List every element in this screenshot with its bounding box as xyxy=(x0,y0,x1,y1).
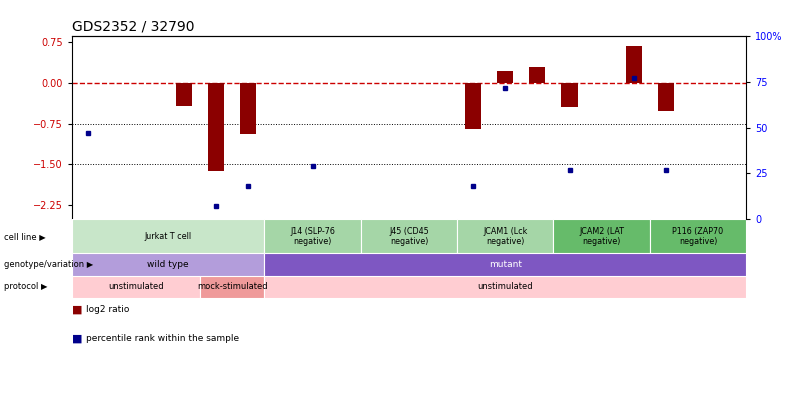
Bar xyxy=(457,219,554,254)
Bar xyxy=(361,219,457,254)
Text: ■: ■ xyxy=(72,305,82,315)
Bar xyxy=(72,219,264,254)
Text: unstimulated: unstimulated xyxy=(477,282,533,291)
Bar xyxy=(208,83,224,171)
Bar xyxy=(554,219,650,254)
Bar xyxy=(72,254,264,275)
Text: protocol ▶: protocol ▶ xyxy=(4,282,48,291)
Text: JCAM2 (LAT
negative): JCAM2 (LAT negative) xyxy=(579,226,624,246)
Text: P116 (ZAP70
negative): P116 (ZAP70 negative) xyxy=(673,226,724,246)
Text: GDS2352 / 32790: GDS2352 / 32790 xyxy=(72,20,195,34)
Bar xyxy=(240,83,256,134)
Text: ■: ■ xyxy=(72,333,82,343)
Bar xyxy=(529,68,546,83)
Bar xyxy=(658,83,674,111)
Text: JCAM1 (Lck
negative): JCAM1 (Lck negative) xyxy=(483,226,527,246)
Bar xyxy=(264,254,746,275)
Text: Jurkat T cell: Jurkat T cell xyxy=(144,232,192,241)
Bar xyxy=(650,219,746,254)
Text: log2 ratio: log2 ratio xyxy=(86,305,129,314)
Text: J14 (SLP-76
negative): J14 (SLP-76 negative) xyxy=(290,226,335,246)
Bar xyxy=(200,275,264,298)
Text: cell line ▶: cell line ▶ xyxy=(4,232,45,241)
Text: unstimulated: unstimulated xyxy=(109,282,164,291)
Bar xyxy=(562,83,578,107)
Text: mutant: mutant xyxy=(489,260,522,269)
Bar xyxy=(497,71,513,83)
Bar xyxy=(465,83,481,129)
Bar xyxy=(626,46,642,83)
Bar xyxy=(72,275,200,298)
Text: J45 (CD45
negative): J45 (CD45 negative) xyxy=(389,226,429,246)
Text: genotype/variation ▶: genotype/variation ▶ xyxy=(4,260,93,269)
Bar xyxy=(176,83,192,106)
Bar xyxy=(264,275,746,298)
Text: wild type: wild type xyxy=(148,260,189,269)
Text: percentile rank within the sample: percentile rank within the sample xyxy=(86,334,239,343)
Text: mock-stimulated: mock-stimulated xyxy=(197,282,267,291)
Bar xyxy=(264,219,361,254)
